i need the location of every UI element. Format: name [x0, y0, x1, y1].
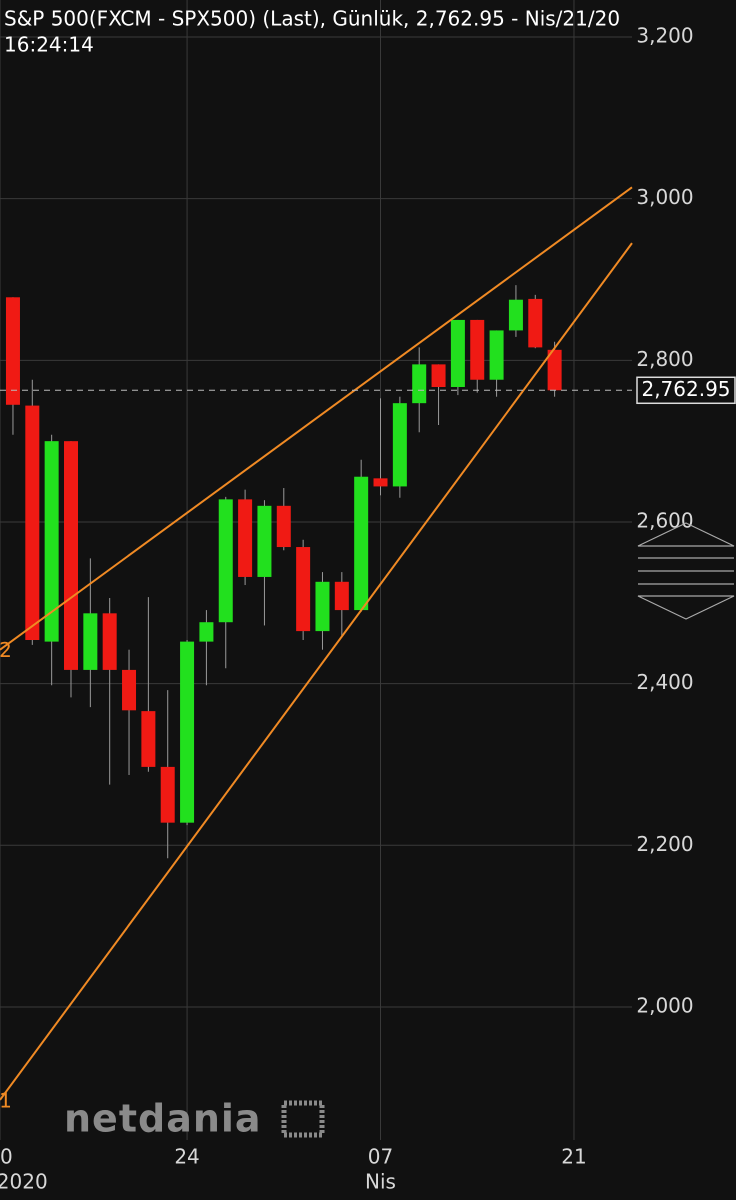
x-tick-label: 21	[561, 1145, 586, 1169]
candle-body	[508, 299, 523, 331]
zoom-up[interactable]	[637, 522, 735, 547]
candle-body	[5, 297, 20, 405]
candle-body	[470, 319, 485, 380]
candle-body	[315, 581, 330, 632]
candle-body	[257, 505, 272, 577]
chart-title: S&P 500(FXCM - SPX500) (Last), Günlük, 2…	[4, 7, 620, 31]
month-label: Nis	[365, 1170, 396, 1194]
candle-body	[412, 364, 427, 404]
y-tick-label: 3,200	[636, 24, 693, 48]
candle-body	[238, 499, 253, 577]
trendline-label: L1	[0, 1088, 12, 1112]
candle-body	[296, 547, 311, 632]
y-tick-label: 2,400	[636, 670, 693, 694]
trendline	[0, 186, 633, 651]
x-tick-label: 07	[368, 1145, 393, 1169]
watermark: netdania	[64, 1097, 325, 1141]
candle-body	[25, 405, 40, 640]
y-tick-label: 2,600	[636, 508, 693, 532]
y-tick-label: 2,800	[636, 347, 693, 371]
trendline-label: L2	[0, 638, 12, 662]
watermark-text: netdania	[64, 1097, 262, 1141]
candle-body	[218, 499, 233, 623]
x-tick-label: 20	[0, 1145, 13, 1169]
candle-body	[354, 476, 369, 611]
candle-body	[122, 669, 137, 711]
candle-body	[450, 319, 465, 388]
y-tick-label: 3,000	[636, 185, 693, 209]
candle-body	[44, 441, 59, 642]
candle-body	[547, 349, 562, 391]
chart-subtitle: 16:24:14	[4, 33, 94, 57]
zoom-control[interactable]	[637, 522, 735, 620]
month-label: Mar/2020	[0, 1170, 48, 1194]
last-price-label: 2,762.95	[641, 377, 730, 401]
candle-body	[276, 505, 291, 548]
candle-body	[160, 766, 175, 823]
candle-body	[83, 613, 98, 670]
x-tick-label: 24	[174, 1145, 199, 1169]
candle-body	[431, 364, 446, 388]
candle-body	[63, 441, 78, 670]
last-price-box	[636, 376, 736, 405]
candle-body	[102, 613, 117, 670]
candle-body	[180, 641, 195, 823]
candle-body	[334, 581, 349, 611]
candle-body	[199, 622, 214, 642]
trendline	[0, 242, 633, 1101]
candle-body	[489, 330, 504, 380]
candle-body	[392, 403, 407, 487]
zoom-down[interactable]	[637, 595, 735, 620]
y-tick-label: 2,200	[636, 832, 693, 856]
y-tick-label: 2,000	[636, 993, 693, 1017]
candle-body	[141, 711, 156, 767]
candle-body	[373, 478, 388, 487]
watermark-icon	[281, 1100, 325, 1138]
candle-body	[528, 298, 543, 348]
